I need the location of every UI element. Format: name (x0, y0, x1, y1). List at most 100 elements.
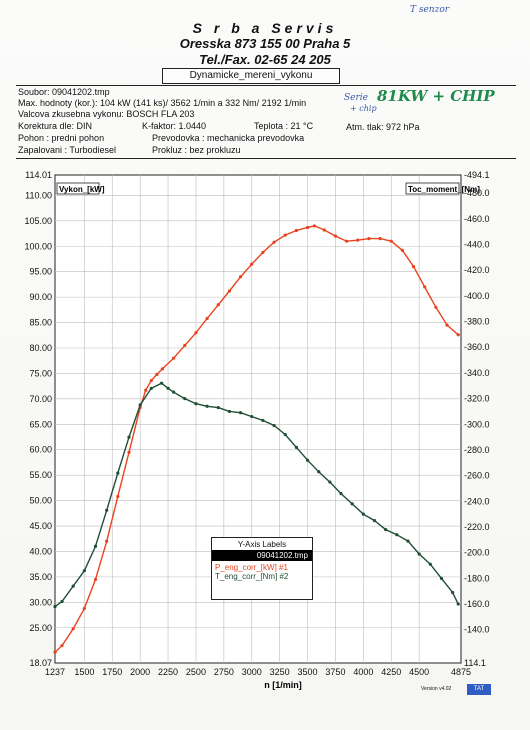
x-tick-label: 2000 (130, 667, 150, 677)
torque-data-point (127, 435, 131, 439)
power-data-point (172, 356, 176, 360)
report-title: Dynamicke_mereni_vykonu (162, 68, 340, 84)
y-left-tick-label: 30.00 (29, 597, 52, 607)
chart-legend: Y-Axis Labels 09041202.tmp P_eng_corr_[k… (211, 537, 313, 600)
torque-data-point (317, 470, 321, 474)
torque-data-point (417, 552, 421, 556)
x-tick-label: 3750 (325, 667, 345, 677)
y-right-tick-label: -160.0 (464, 599, 490, 609)
torque-data-point (205, 404, 209, 408)
info-dyno: Valcova zkusebna vykonu: BOSCH FLA 203 (18, 109, 195, 119)
torque-data-point (372, 518, 377, 523)
x-tick-label: 4250 (381, 667, 401, 677)
torque-data-point (159, 381, 164, 385)
y-left-tick-label: 105.00 (24, 216, 52, 226)
power-data-point (305, 225, 310, 230)
power-data-point (144, 388, 148, 392)
dyno-chart: 1237 1500 1750 2000 2250 2500 2750 3000 3250 3500… (24, 170, 490, 690)
power-data-point (389, 239, 393, 243)
power-data-point (312, 224, 317, 228)
power-data-point (250, 262, 254, 266)
torque-data-point (71, 584, 75, 588)
handwritten-note-serie: Serie (344, 93, 368, 103)
y-left-tick-label: 80.00 (29, 343, 52, 353)
handwritten-note-chip: + chip (350, 104, 377, 113)
torque-data-point (138, 403, 142, 407)
power-data-point (227, 289, 232, 293)
power-data-point (160, 367, 165, 371)
x-axis-label: n [1/min] (264, 680, 302, 690)
y-right-tick-label: -240.0 (464, 496, 490, 506)
y-right-tick-label: -260.0 (464, 471, 490, 481)
company-phone: Tel./Fax. 02-65 24 205 (199, 52, 331, 67)
y-left-axis-label: Vykon_[kW] (59, 185, 105, 194)
power-data-point (127, 450, 131, 454)
torque-data-point (395, 533, 399, 537)
x-tick-label: 1500 (74, 667, 94, 677)
x-tick-label: 3000 (242, 667, 262, 677)
y-left-tick-label: 55.00 (29, 470, 52, 480)
x-tick-label: 2750 (214, 667, 234, 677)
torque-data-point (439, 576, 444, 580)
power-data-point (183, 343, 187, 348)
torque-data-point (305, 458, 310, 462)
x-tick-label: 4000 (353, 667, 373, 677)
torque-data-point (361, 512, 365, 516)
x-tick-label: 1750 (102, 667, 122, 677)
y-left-tick-label: 65.00 (29, 419, 52, 429)
torque-data-point (194, 402, 198, 406)
power-data-point (345, 239, 349, 243)
info-file: Soubor: 09041202.tmp (18, 87, 110, 97)
torque-data-point (250, 414, 254, 419)
y-left-tick-label: 114.01 (25, 170, 52, 180)
power-data-point (53, 650, 57, 654)
y-right-tick-label: -494.1 (464, 170, 490, 180)
y-right-tick-label: -280.0 (464, 445, 490, 455)
x-tick-label: 2500 (186, 667, 206, 677)
legend-title: Y-Axis Labels (237, 540, 287, 549)
power-data-point (272, 240, 276, 244)
company-name: S r b a Servis (192, 20, 338, 36)
torque-data-point (116, 471, 120, 475)
torque-data-point (406, 539, 410, 543)
power-data-point (367, 237, 371, 241)
power-data-point (434, 305, 438, 309)
legend-file: 09041202.tmp (212, 550, 312, 561)
y-right-tick-label: -360.0 (464, 342, 490, 352)
y-right-tick-label: -340.0 (464, 368, 490, 378)
y-left-tick-label: 90.00 (29, 292, 52, 302)
torque-data-point (82, 569, 86, 573)
x-tick-label: 3500 (298, 667, 318, 677)
torque-data-point (238, 411, 243, 415)
power-data-point (411, 265, 416, 269)
y-right-tick-label: -220.0 (464, 522, 490, 532)
y-right-tick-label: -200.0 (464, 548, 490, 558)
torque-data-point (339, 492, 343, 496)
power-data-point (205, 316, 209, 321)
power-data-point (400, 248, 405, 252)
y-right-tick-label: -420.0 (464, 265, 490, 275)
power-data-point (60, 643, 64, 648)
info-k-factor: K-faktor: 1.0440 (142, 121, 207, 131)
y-left-tick-label: 45.00 (29, 521, 52, 531)
y-right-tick-label: -180.0 (464, 573, 490, 583)
y-left-tick-label: 95.00 (29, 267, 52, 277)
power-data-point (194, 331, 198, 335)
torque-data-point (350, 502, 354, 506)
torque-data-point (328, 480, 332, 484)
power-data-point (294, 228, 298, 233)
info-correction: Korektura dle: DIN (18, 121, 93, 131)
y-right-label-box (405, 182, 460, 195)
y-left-tick-label: 60.00 (29, 445, 52, 455)
y-left-tick-label: 70.00 (29, 394, 52, 404)
torque-data-point (105, 508, 109, 512)
y-left-tick-label: 25.00 (29, 623, 52, 633)
y-right-tick-label: 114.1 (464, 658, 486, 668)
x-tick-label: 4875 (451, 667, 471, 677)
torque-data-point (283, 432, 287, 437)
y-right-tick-label: -140.0 (464, 625, 490, 635)
power-data-point (261, 250, 265, 254)
torque-data-point (216, 405, 220, 410)
measurement-info: Soubor: 09041202.tmp Max. hodnoty (kor.)… (16, 85, 516, 159)
y-right-tick-label: -460.0 (464, 214, 490, 224)
